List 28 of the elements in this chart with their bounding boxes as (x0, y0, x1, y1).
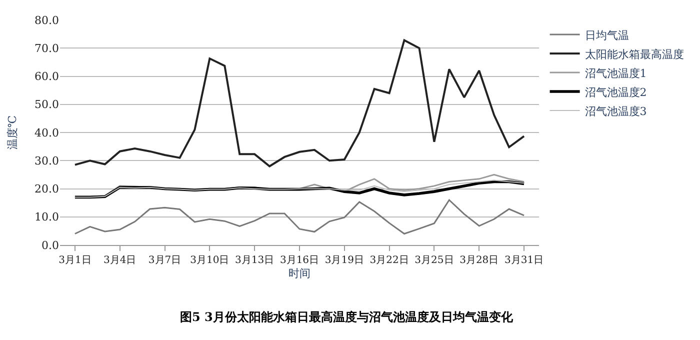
x-tick-label: 3月1日 (58, 255, 92, 266)
x-axis-title: 时间 (288, 267, 310, 280)
x-tick-label: 3月4日 (104, 255, 136, 266)
y-tick-label: 40.0 (34, 126, 59, 140)
y-tick-label: 20.0 (34, 182, 59, 196)
y-tick-label: 0.0 (42, 238, 59, 252)
x-tick-label: 3月31日 (504, 255, 544, 266)
y-tick-label: 60.0 (34, 70, 59, 84)
x-tick-label: 3月19日 (324, 255, 364, 266)
legend-label: 太阳能水箱最高温度 (584, 48, 684, 61)
legend-label: 沼气池温度2 (584, 86, 647, 99)
x-tick-label: 3月28日 (460, 255, 499, 266)
y-tick-label: 80.0 (34, 14, 59, 27)
x-tick-label: 3月25日 (414, 255, 454, 266)
y-axis-title: 温度℃ (6, 115, 20, 150)
y-tick-label: 70.0 (34, 42, 59, 55)
legend-label: 沼气池温度3 (584, 104, 647, 118)
y-tick-label: 10.0 (34, 210, 59, 224)
legend-label: 日均气温 (584, 28, 629, 42)
legend-label: 沼气池温度1 (584, 66, 647, 80)
x-tick-label: 3月16日 (280, 255, 320, 266)
x-tick-label: 3月13日 (235, 255, 274, 266)
x-tick-label: 3月22日 (370, 255, 409, 266)
x-tick-label: 3月10日 (190, 255, 230, 266)
x-tick-label: 3月7日 (148, 255, 182, 266)
y-tick-label: 50.0 (34, 98, 59, 112)
caption: 图5 3月份太阳能水箱日最高温度与沼气池温度及日均气温变化 (180, 310, 514, 324)
y-tick-label: 30.0 (34, 154, 59, 168)
